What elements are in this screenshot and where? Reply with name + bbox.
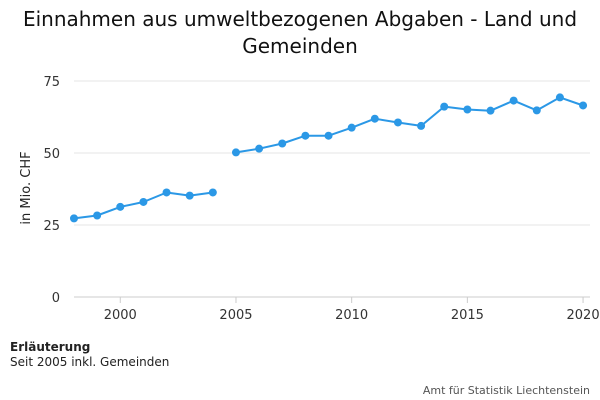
notes-heading: Erläuterung	[10, 340, 91, 354]
gridlines	[74, 80, 590, 298]
data-point[interactable]	[417, 121, 426, 130]
y-tick-labels: 0 25 50 75	[43, 75, 60, 306]
x-tick-labels: 2000 2005 2010 2015 2020	[104, 297, 600, 323]
data-point[interactable]	[116, 202, 125, 211]
data-point[interactable]	[440, 102, 449, 111]
data-series	[70, 93, 588, 223]
data-point[interactable]	[278, 139, 287, 148]
x-tick-label: 2005	[219, 308, 252, 323]
data-point[interactable]	[486, 106, 495, 115]
y-tick-label: 75	[43, 75, 60, 90]
data-point[interactable]	[70, 214, 78, 223]
data-point[interactable]	[532, 106, 541, 115]
data-point[interactable]	[255, 144, 264, 153]
x-tick-label: 2010	[335, 308, 368, 323]
data-point[interactable]	[208, 188, 217, 197]
data-point[interactable]	[463, 105, 472, 114]
data-point[interactable]	[509, 96, 518, 105]
source-credit: Amt für Statistik Liechtenstein	[422, 384, 590, 397]
data-point[interactable]	[93, 211, 102, 220]
series-line	[235, 96, 584, 154]
y-tick-label: 25	[43, 219, 60, 234]
notes-text: Seit 2005 inkl. Gemeinden	[10, 355, 170, 369]
data-point[interactable]	[139, 197, 148, 206]
data-point[interactable]	[185, 191, 194, 200]
data-point[interactable]	[162, 188, 171, 197]
chart-title: Einnahmen aus umweltbezogenen Abgaben - …	[22, 7, 578, 58]
data-point[interactable]	[579, 101, 588, 110]
data-point[interactable]	[231, 148, 240, 157]
data-point[interactable]	[370, 114, 379, 123]
data-point[interactable]	[393, 118, 402, 127]
y-axis-title: in Mio. CHF	[19, 151, 34, 224]
data-point[interactable]	[301, 131, 310, 140]
data-point[interactable]	[555, 93, 564, 102]
y-tick-label: 50	[43, 147, 60, 162]
data-point[interactable]	[324, 131, 333, 140]
y-tick-label: 0	[52, 291, 60, 306]
x-tick-label: 2015	[451, 308, 484, 323]
x-tick-label: 2000	[104, 308, 137, 323]
data-point[interactable]	[347, 123, 356, 132]
x-tick-label: 2020	[567, 308, 600, 323]
